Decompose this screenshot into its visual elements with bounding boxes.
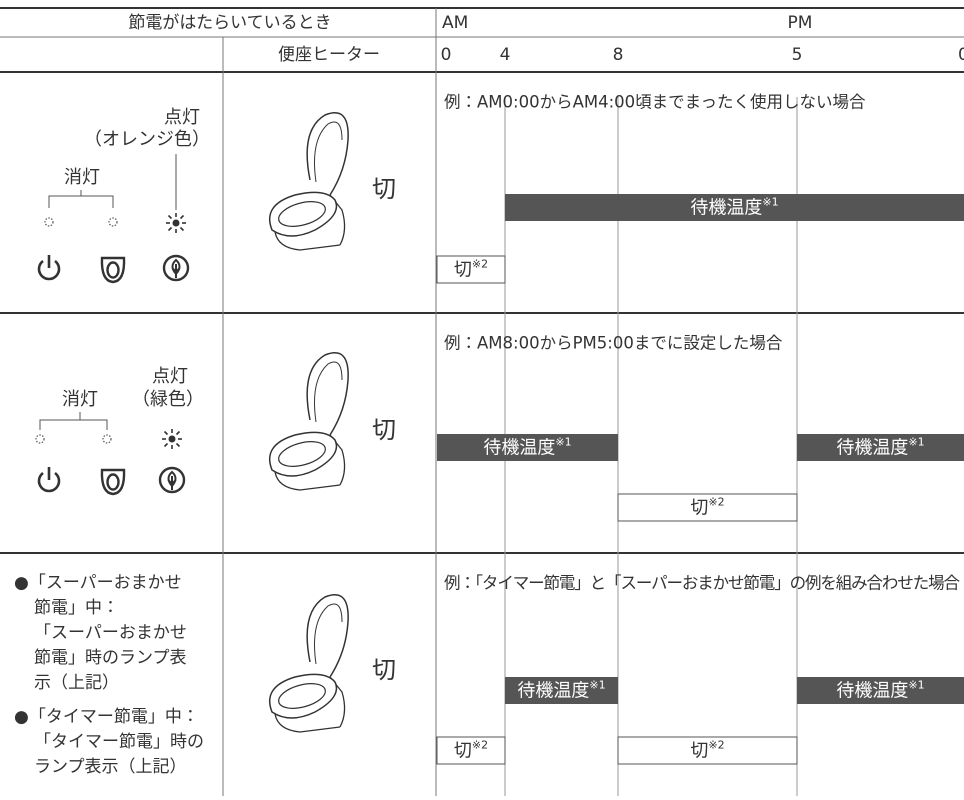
- time-tick: 5: [792, 45, 803, 65]
- segment-label: 切※2: [690, 739, 724, 762]
- segment-note: ※2: [472, 258, 488, 271]
- note-line: 「スーパーおまかせ: [34, 623, 187, 643]
- time-tick: 4: [500, 45, 511, 65]
- standby-bar: [505, 194, 964, 221]
- heater-state: 切: [372, 175, 396, 203]
- segment-text: 切: [690, 741, 708, 762]
- time-tick: 0: [441, 45, 452, 65]
- toilet-icon: [268, 112, 349, 251]
- segment-note: ※2: [708, 496, 724, 509]
- segment-note: ※1: [908, 436, 924, 449]
- segment-note: ※2: [708, 739, 724, 752]
- segment-text: 待機温度: [836, 681, 908, 702]
- heater-header: 便座ヒーター: [278, 45, 380, 65]
- example-caption: 例：AM8:00からPM5:00までに設定した場合: [444, 334, 783, 353]
- indicator-diagram: 点灯 （オレンジ色） 消灯: [37, 107, 210, 284]
- off-label: 消灯: [64, 167, 100, 188]
- indicator-diagram: 点灯 （緑色） 消灯: [35, 366, 204, 496]
- heater-state: 切: [372, 656, 396, 684]
- off-label: 消灯: [62, 389, 98, 410]
- header-title: 節電がはたらいているとき: [128, 13, 331, 33]
- note-line: 「タイマー節電」時の: [34, 732, 204, 752]
- segment-label: 待機温度※1: [483, 436, 571, 459]
- on-label: 点灯: [152, 366, 188, 387]
- note-line: 節電」中：: [34, 598, 119, 618]
- off-box: [436, 255, 506, 284]
- pm-label: PM: [788, 13, 813, 33]
- segment-label: 待機温度※1: [690, 196, 778, 219]
- segment-label: 待機温度※1: [517, 679, 605, 702]
- note-line: ランプ表示（上記）: [34, 757, 187, 777]
- segment-text: 待機温度: [483, 438, 555, 459]
- note-line: ●「タイマー節電」中：: [14, 707, 199, 727]
- time-tick: 0: [958, 45, 964, 65]
- standby-bar: [797, 434, 964, 461]
- note-line: ●「スーパーおまかせ: [14, 573, 182, 593]
- segment-note: ※1: [908, 679, 924, 692]
- off-box: [436, 736, 506, 765]
- segment-text: 切: [690, 498, 708, 519]
- segment-label: 切※2: [454, 739, 488, 762]
- note-line: 節電」時のランプ表: [34, 648, 187, 668]
- segment-text: 切: [454, 741, 472, 762]
- on-color: （オレンジ色）: [84, 129, 210, 150]
- segment-note: ※1: [762, 196, 778, 209]
- example-caption: 例：「タイマー節電」と「スーパーおまかせ節電」の例を組み合わせた場合: [444, 574, 961, 593]
- standby-bar: [797, 677, 964, 704]
- standby-bar: [505, 677, 618, 704]
- am-label: AM: [442, 13, 468, 33]
- standby-bar: [437, 434, 618, 461]
- segment-label: 待機温度※1: [836, 679, 924, 702]
- toilet-icon: [268, 594, 349, 733]
- segment-note: ※1: [555, 436, 571, 449]
- toilet-icon: [268, 352, 349, 491]
- table-grid: [0, 7, 964, 796]
- off-box: [617, 736, 798, 765]
- on-color: （緑色）: [132, 389, 204, 410]
- segment-text: 待機温度: [690, 198, 762, 219]
- segment-note: ※1: [589, 679, 605, 692]
- segment-text: 切: [454, 260, 472, 281]
- off-box: [617, 493, 798, 522]
- heater-state: 切: [372, 416, 396, 444]
- time-tick: 8: [613, 45, 624, 65]
- on-label: 点灯: [164, 107, 200, 128]
- segment-text: 待機温度: [836, 438, 908, 459]
- segment-label: 待機温度※1: [836, 436, 924, 459]
- segment-note: ※2: [472, 739, 488, 752]
- segment-text: 待機温度: [517, 681, 589, 702]
- note-line: 示（上記）: [34, 673, 119, 693]
- example-caption: 例：AM0:00からAM4:00頃までまったく使用しない場合: [444, 93, 866, 112]
- segment-label: 切※2: [690, 496, 724, 519]
- segment-label: 切※2: [454, 258, 488, 281]
